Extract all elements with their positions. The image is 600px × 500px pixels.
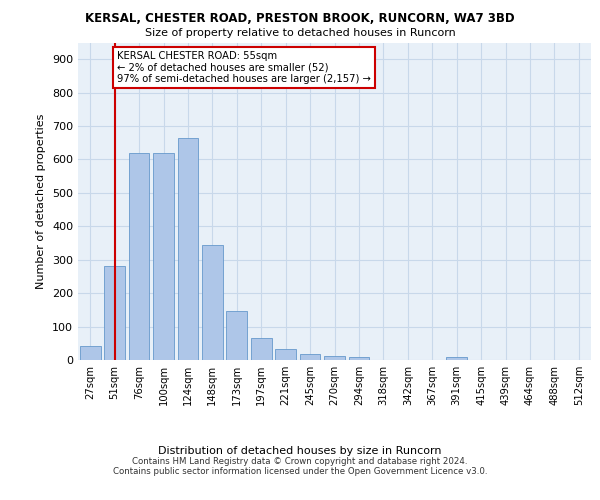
Bar — [275, 350, 296, 360]
Bar — [226, 310, 247, 360]
Bar — [202, 244, 223, 360]
Bar — [80, 346, 101, 360]
Bar — [299, 354, 320, 360]
Bar — [446, 356, 467, 360]
Bar — [153, 153, 174, 360]
Bar — [178, 138, 199, 360]
Bar — [251, 338, 272, 360]
Bar — [324, 356, 345, 360]
Text: Distribution of detached houses by size in Runcorn: Distribution of detached houses by size … — [158, 446, 442, 456]
Bar — [349, 356, 370, 360]
Text: Contains HM Land Registry data © Crown copyright and database right 2024.: Contains HM Land Registry data © Crown c… — [132, 458, 468, 466]
Text: KERSAL CHESTER ROAD: 55sqm
← 2% of detached houses are smaller (52)
97% of semi-: KERSAL CHESTER ROAD: 55sqm ← 2% of detac… — [117, 51, 371, 84]
Bar — [104, 266, 125, 360]
Bar — [128, 153, 149, 360]
Text: Size of property relative to detached houses in Runcorn: Size of property relative to detached ho… — [145, 28, 455, 38]
Y-axis label: Number of detached properties: Number of detached properties — [37, 114, 46, 289]
Text: KERSAL, CHESTER ROAD, PRESTON BROOK, RUNCORN, WA7 3BD: KERSAL, CHESTER ROAD, PRESTON BROOK, RUN… — [85, 12, 515, 26]
Text: Contains public sector information licensed under the Open Government Licence v3: Contains public sector information licen… — [113, 468, 487, 476]
